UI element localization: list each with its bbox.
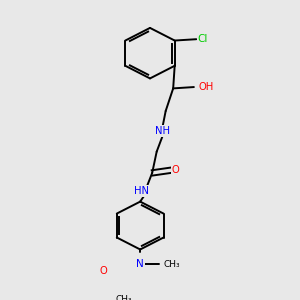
Text: CH₃: CH₃ <box>116 296 132 300</box>
Text: Cl: Cl <box>197 34 208 44</box>
Text: OH: OH <box>199 82 214 92</box>
Text: O: O <box>99 266 107 276</box>
Text: NH: NH <box>155 126 170 136</box>
Text: N: N <box>136 259 144 269</box>
Text: CH₃: CH₃ <box>164 260 180 268</box>
Text: O: O <box>172 165 179 175</box>
Text: HN: HN <box>134 186 149 196</box>
